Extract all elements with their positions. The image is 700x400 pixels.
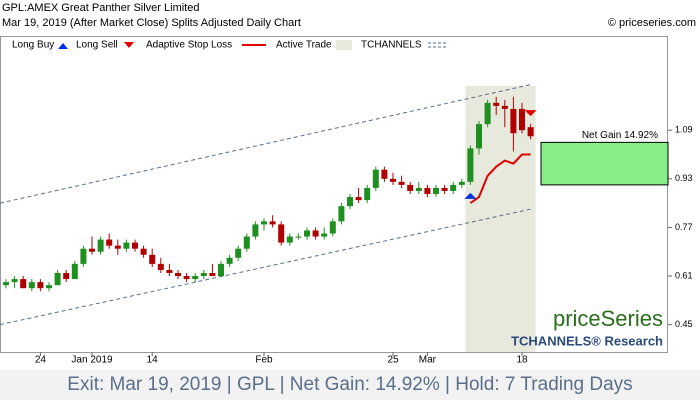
candle-body <box>3 282 9 286</box>
candle-body <box>20 279 27 289</box>
candle-body <box>200 273 207 277</box>
x-tick-label: 25 <box>387 355 399 366</box>
candle-body <box>252 224 259 237</box>
y-tick-label: 0.93 <box>675 173 693 183</box>
candle-body <box>269 221 276 225</box>
candle-body <box>295 236 302 238</box>
candle-body <box>106 239 113 246</box>
net-gain-label: Net Gain 14.92% <box>582 130 658 141</box>
legend-label: Long Buy <box>12 40 54 51</box>
candle-body <box>527 127 534 137</box>
candle-body <box>501 105 508 109</box>
legend-label: Active Trade <box>276 40 332 51</box>
chart-title: GPL:AMEX Great Panther Silver Limited <box>2 2 199 14</box>
candle-body <box>355 197 362 201</box>
plot-frame <box>0 36 668 353</box>
candle-body <box>235 248 242 258</box>
candle-body <box>304 230 310 237</box>
candle-body <box>372 169 379 188</box>
buy-arrow <box>464 192 477 199</box>
candle-body <box>63 273 70 280</box>
candle-body <box>261 221 267 225</box>
y-tick-label: 1.09 <box>675 125 693 135</box>
candle-body <box>132 242 138 249</box>
candle-body <box>381 169 388 179</box>
x-tick-label: 14 <box>147 355 159 366</box>
candle-body <box>467 148 474 182</box>
candle-body <box>329 221 336 234</box>
legend-active <box>336 40 352 50</box>
candle-body <box>458 181 465 185</box>
footer-band <box>0 370 700 400</box>
candle-body <box>46 285 52 289</box>
candle-body <box>218 263 224 277</box>
candle-body <box>286 236 293 243</box>
active-trade <box>465 86 536 352</box>
candle-body <box>226 257 233 264</box>
candle-body <box>510 108 517 134</box>
y-tick-label: 0.61 <box>675 270 693 280</box>
x-tick-label: Mar <box>419 355 437 366</box>
candle-body <box>390 178 396 182</box>
candle-body <box>433 187 439 194</box>
candle-body <box>364 187 371 201</box>
candle-body <box>493 102 500 106</box>
sell-arrow <box>524 110 537 117</box>
candle-body <box>166 269 173 273</box>
candle-body <box>54 273 61 286</box>
legend-label: Long Sell <box>76 40 118 51</box>
candle-body <box>441 187 448 191</box>
candle-body <box>11 279 18 283</box>
candle-body <box>175 273 181 277</box>
candle-body <box>415 187 422 191</box>
candle-body <box>28 282 35 289</box>
candle-body <box>209 273 216 277</box>
candle-body <box>192 276 199 280</box>
candle-body <box>321 233 328 237</box>
legend-buy <box>58 43 68 49</box>
x-tick-label: 24 <box>35 355 47 366</box>
watermark: priceSeries <box>553 306 663 331</box>
candle-body <box>114 245 121 249</box>
x-tick-label: 18 <box>516 355 528 366</box>
candle-body <box>80 248 87 264</box>
legend-label: TCHANNELS <box>361 40 422 51</box>
candle-body <box>89 248 95 252</box>
candle-body <box>183 276 190 280</box>
candle-body <box>157 263 164 270</box>
chart-subtitle: Mar 19, 2019 (After Market Close) Splits… <box>2 17 301 29</box>
x-tick-label: Feb <box>255 355 273 366</box>
net-gain-box <box>540 141 669 186</box>
candle-body <box>424 187 431 194</box>
y-tick-label: 0.45 <box>675 319 693 329</box>
candle-body <box>97 239 104 252</box>
copyright: © priceseries.com <box>608 17 696 29</box>
candle-body <box>312 230 319 237</box>
candle-body <box>338 206 345 222</box>
stop-loss-line <box>469 153 531 204</box>
legend-sell <box>124 42 134 48</box>
candle-body <box>519 108 525 131</box>
watermark-sub: TCHANNELS® Research <box>511 333 663 348</box>
candle-body <box>123 242 130 249</box>
x-tick-label: Jan 2019 <box>71 355 113 366</box>
candle-body <box>484 102 491 125</box>
candle-body <box>278 224 285 243</box>
y-tick-label: 0.77 <box>675 222 693 232</box>
candle-body <box>37 282 44 289</box>
candle-body <box>398 181 405 185</box>
candle-body <box>407 184 414 191</box>
candle-body <box>450 184 457 191</box>
candle-body <box>243 236 250 249</box>
candle-body <box>71 263 78 280</box>
legend-label: Adaptive Stop Loss <box>146 40 232 51</box>
candle-body <box>149 254 156 264</box>
footer: Exit: Mar 19, 2019 | GPL | Net Gain: 14.… <box>67 374 632 395</box>
candle-body <box>476 124 482 149</box>
candle-body <box>140 248 147 255</box>
candle-body <box>347 197 353 207</box>
